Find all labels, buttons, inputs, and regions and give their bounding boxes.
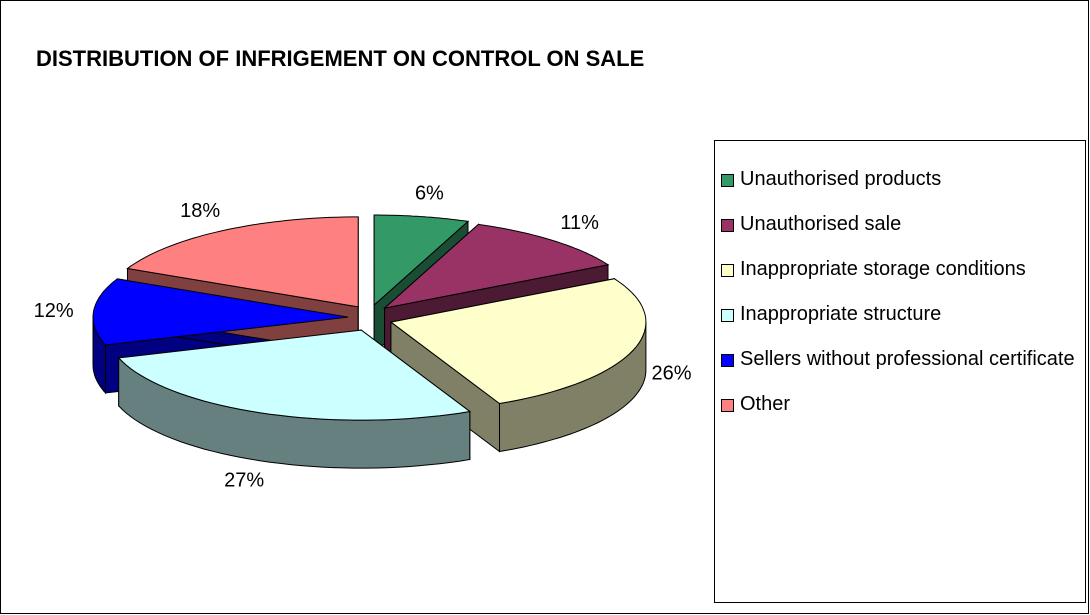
legend-label: Sellers without professional certificate (740, 348, 1075, 370)
slice (117, 329, 472, 421)
legend-item: Inappropriate storage conditions (721, 257, 1085, 282)
data-label: 6% (415, 182, 444, 204)
slice (389, 278, 647, 405)
slice (373, 214, 470, 307)
legend-swatch (721, 354, 734, 367)
legend-item: Unauthorised sale (721, 212, 1085, 237)
data-label: 26% (651, 362, 691, 384)
slice (92, 278, 349, 346)
legend: Unauthorised products Unauthorised sale In… (714, 140, 1086, 603)
legend-item: Unauthorised products (721, 167, 1085, 192)
legend-swatch (721, 219, 734, 232)
legend-swatch (721, 264, 734, 277)
legend-label: Inappropriate storage conditions (740, 258, 1026, 280)
data-label: 12% (34, 300, 74, 322)
legend-label: Unauthorised sale (740, 213, 902, 235)
legend-swatch (721, 174, 734, 187)
legend-item: Inappropriate structure (721, 302, 1085, 327)
legend-label: Other (740, 393, 791, 415)
chart-title: DISTRIBUTION OF INFRIGEMENT ON CONTROL O… (36, 46, 644, 71)
legend-swatch (721, 309, 734, 322)
slice (126, 216, 359, 308)
legend-swatch (721, 399, 734, 412)
slice (382, 223, 610, 309)
legend-item: Sellers without professional certificate (721, 347, 1085, 372)
data-label: 27% (224, 470, 264, 492)
data-label: 18% (180, 200, 220, 222)
legend-label: Inappropriate structure (740, 303, 942, 325)
legend-label: Unauthorised products (740, 168, 942, 190)
legend-item: Other (721, 392, 1085, 417)
data-label: 11% (560, 212, 599, 234)
